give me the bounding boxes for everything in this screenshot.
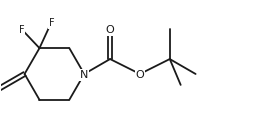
Text: F: F (19, 25, 25, 35)
Text: F: F (49, 18, 54, 28)
Text: O: O (135, 70, 144, 80)
Text: N: N (80, 70, 88, 80)
Text: O: O (106, 25, 115, 35)
